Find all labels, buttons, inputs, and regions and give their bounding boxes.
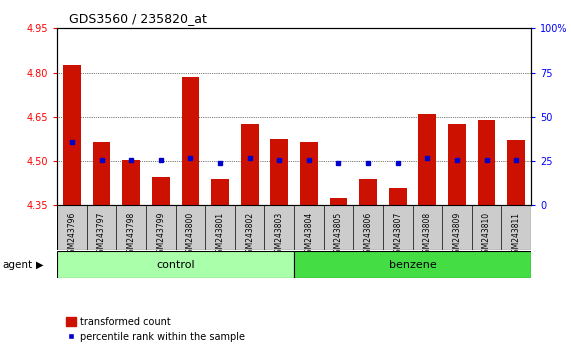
Text: GDS3560 / 235820_at: GDS3560 / 235820_at [69,12,206,25]
Text: benzene: benzene [389,259,436,270]
Text: GSM243810: GSM243810 [482,212,491,258]
Text: GSM243802: GSM243802 [245,212,254,258]
Bar [507,141,525,205]
Bar [359,179,377,205]
Bar [271,139,288,205]
Text: GSM243796: GSM243796 [67,212,77,258]
Text: GSM243809: GSM243809 [452,212,461,258]
Bar [419,114,436,205]
Bar [389,188,407,205]
Bar [152,177,170,205]
Text: GSM243801: GSM243801 [215,212,224,258]
Text: GSM243811: GSM243811 [512,212,521,258]
Text: control: control [156,259,195,270]
Bar [63,65,81,205]
Text: GSM243797: GSM243797 [97,212,106,258]
Legend: transformed count, percentile rank within the sample: transformed count, percentile rank withi… [62,313,250,346]
Text: GSM243800: GSM243800 [186,212,195,258]
Bar [329,198,347,205]
FancyBboxPatch shape [57,251,294,278]
Bar [93,142,110,205]
Text: GSM243804: GSM243804 [304,212,313,258]
Bar [182,77,199,205]
Text: GSM243808: GSM243808 [423,212,432,258]
Bar [122,160,140,205]
Text: GSM243805: GSM243805 [334,212,343,258]
Bar [241,124,259,205]
Text: GSM243807: GSM243807 [393,212,402,258]
Bar [300,142,317,205]
Text: GSM243803: GSM243803 [275,212,284,258]
Text: GSM243806: GSM243806 [364,212,373,258]
Text: GSM243798: GSM243798 [127,212,136,258]
FancyBboxPatch shape [57,205,531,250]
Text: GSM243799: GSM243799 [156,212,165,258]
Text: agent: agent [3,260,33,270]
Bar [478,120,496,205]
Bar [211,179,229,205]
Text: ▶: ▶ [36,260,43,270]
FancyBboxPatch shape [294,251,531,278]
Bar [448,124,466,205]
